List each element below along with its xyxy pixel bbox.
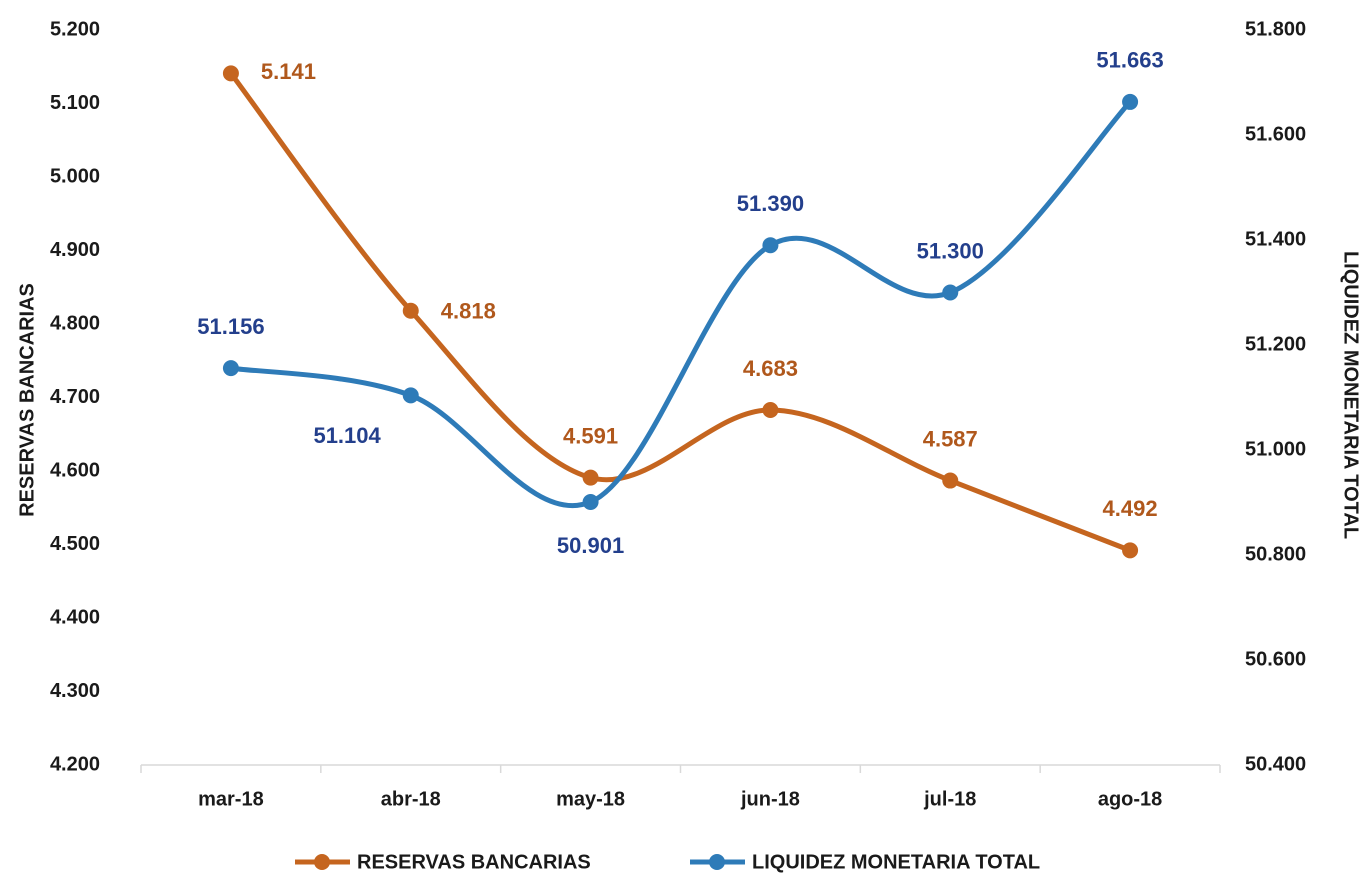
series-marker (1122, 93, 1139, 110)
y-tick-label: 5.100 (50, 92, 100, 114)
value-label: 4.591 (563, 423, 618, 448)
y-tick-label: 4.200 (50, 753, 100, 775)
y-tick-label: 4.900 (50, 239, 100, 261)
series-marker (1122, 542, 1139, 559)
value-label: 51.663 (1096, 48, 1163, 73)
legend-marker (314, 854, 330, 870)
y2-tick-label: 51.600 (1245, 123, 1306, 145)
y-tick-label: 5.000 (50, 165, 100, 187)
value-label: 4.683 (743, 356, 798, 381)
x-tick-label: ago-18 (1098, 788, 1162, 810)
series-marker (402, 387, 419, 404)
series-marker (222, 360, 239, 377)
legend-marker (709, 854, 725, 870)
y-tick-label: 4.300 (50, 680, 100, 702)
series-marker (762, 401, 779, 418)
y2-tick-label: 51.800 (1245, 18, 1306, 40)
y-tick-label: 4.700 (50, 386, 100, 408)
y-tick-label: 4.400 (50, 606, 100, 628)
value-label: 51.300 (917, 238, 984, 263)
legend-label: RESERVAS BANCARIAS (357, 851, 591, 873)
y-tick-label: 4.500 (50, 533, 100, 555)
y2-tick-label: 50.600 (1245, 648, 1306, 670)
value-label: 51.156 (197, 314, 264, 339)
series-marker (582, 493, 599, 510)
x-tick-label: may-18 (556, 788, 625, 810)
x-tick-label: abr-18 (381, 788, 441, 810)
series-marker (762, 237, 779, 254)
value-label: 4.818 (441, 299, 496, 324)
value-label: 51.104 (313, 423, 381, 448)
x-tick-label: jun-18 (740, 788, 800, 810)
y2-tick-label: 50.800 (1245, 543, 1306, 565)
y2-axis-title: LIQUIDEZ MONETARIA TOTAL (1340, 251, 1362, 539)
series-marker (942, 284, 959, 301)
series-marker (942, 472, 959, 489)
series-marker (402, 302, 419, 319)
value-label: 5.141 (261, 59, 316, 84)
y-tick-label: 4.800 (50, 312, 100, 334)
value-label: 4.492 (1103, 496, 1158, 521)
y-axis-title: RESERVAS BANCARIAS (16, 283, 38, 517)
series-marker (582, 469, 599, 486)
y2-tick-label: 51.000 (1245, 438, 1306, 460)
legend-label: LIQUIDEZ MONETARIA TOTAL (752, 851, 1040, 873)
y-tick-label: 5.200 (50, 18, 100, 40)
value-label: 51.390 (737, 191, 804, 216)
x-tick-label: mar-18 (198, 788, 264, 810)
y2-tick-label: 51.200 (1245, 333, 1306, 355)
series-line (228, 71, 1131, 553)
y2-tick-label: 50.400 (1245, 753, 1306, 775)
y-tick-label: 4.600 (50, 459, 100, 481)
y2-tick-label: 51.400 (1245, 228, 1306, 250)
value-label: 50.901 (557, 533, 624, 558)
value-label: 4.587 (923, 426, 978, 451)
series-marker (222, 65, 239, 82)
x-tick-label: jul-18 (923, 788, 976, 810)
